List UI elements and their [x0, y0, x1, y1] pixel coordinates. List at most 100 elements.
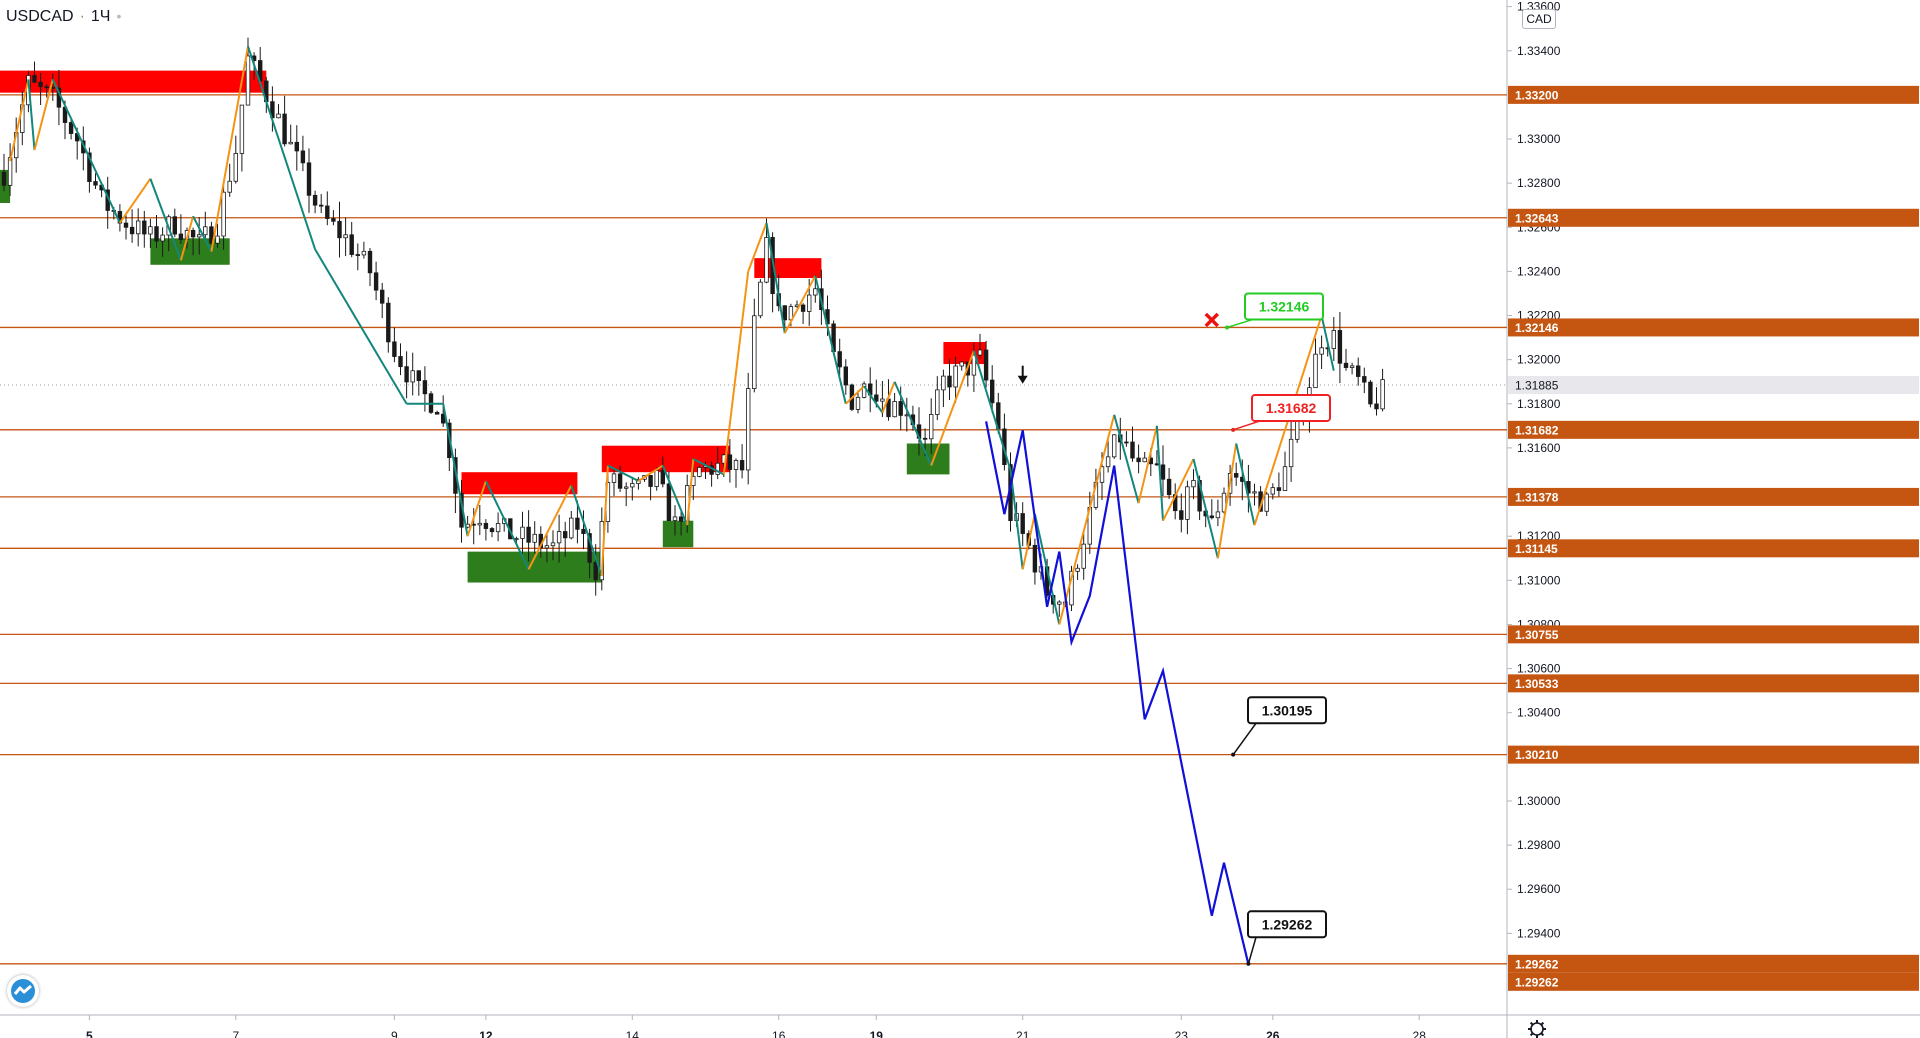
candle-body: [337, 220, 342, 239]
zigzag-segment: [484, 480, 530, 570]
cross-icon: [1204, 312, 1220, 328]
level-label-bg: [1508, 625, 1919, 644]
x-tick-label: 7: [232, 1029, 239, 1038]
candle-body: [1057, 601, 1062, 605]
candle-body: [1349, 365, 1355, 368]
candle-body: [361, 250, 367, 256]
y-tick-label: 1.32400: [1517, 264, 1561, 278]
zigzag-segment: [1192, 458, 1219, 559]
tradingview-logo-icon[interactable]: [7, 975, 39, 1007]
zigzag-segment: [863, 385, 884, 414]
candle-body: [331, 218, 336, 222]
candle-body: [563, 531, 568, 539]
candle-body: [294, 141, 299, 152]
cross-stroke: [1204, 312, 1220, 328]
zigzag-segment: [692, 458, 725, 476]
gear-tooth: [1540, 1021, 1545, 1026]
candle-body: [581, 528, 586, 534]
candle-body: [196, 234, 202, 238]
candle-body: [1105, 456, 1111, 468]
candle-body: [861, 383, 867, 398]
x-tick-label: 16: [772, 1029, 786, 1038]
zigzag-segment: [119, 178, 152, 224]
candle-body: [392, 341, 397, 357]
x-tick-label: 26: [1266, 1029, 1280, 1038]
candle-body: [532, 533, 537, 543]
y-tick-label: 1.30000: [1517, 794, 1561, 808]
level-price-label: 1.33200: [1515, 88, 1559, 102]
level-label-bg: [1508, 972, 1919, 991]
zigzag-segment: [747, 222, 768, 272]
candle-body: [990, 379, 995, 404]
candle-body: [1374, 403, 1379, 410]
level-price-labels: 1.33200 1.32643 1.32146 1.31682 1.31378 1.311…: [1508, 85, 1919, 991]
candle-body: [190, 229, 196, 238]
y-tick-label: 1.33000: [1517, 132, 1561, 146]
currency-badge[interactable]: CAD: [1522, 9, 1556, 29]
x-tick-label: 9: [391, 1029, 398, 1038]
zigzag-segment: [814, 275, 847, 405]
candle-body: [1166, 478, 1172, 496]
candle-body: [959, 361, 964, 367]
candle-body: [282, 113, 287, 145]
candle-body: [1154, 463, 1160, 466]
candle-body: [300, 150, 306, 164]
candle-body: [764, 237, 769, 283]
candle-body: [874, 394, 879, 402]
candle-body: [1380, 379, 1385, 410]
candle-body: [349, 234, 354, 255]
candle-body: [1313, 353, 1318, 389]
callout-pointer: [1232, 420, 1261, 431]
candle-body: [520, 526, 525, 539]
level-price-label: 1.30210: [1515, 748, 1559, 762]
candle-body: [239, 104, 245, 154]
zigzag: [9, 46, 1335, 625]
candle-body: [1337, 330, 1343, 364]
candle-body: [843, 366, 848, 386]
candle-body: [941, 375, 946, 391]
callout-label: 1.30195: [1262, 702, 1313, 718]
callout-box: [1251, 393, 1331, 422]
callout-anchor: [1231, 427, 1236, 432]
y-tick-label: 1.30400: [1517, 706, 1561, 720]
y-tick-label: 1.29800: [1517, 838, 1561, 852]
interval-label[interactable]: 1Ч: [90, 8, 111, 25]
candle-body: [477, 522, 482, 526]
candle-body: [68, 122, 74, 134]
candle-body: [398, 356, 403, 368]
zigzag-segment: [466, 480, 487, 537]
price-callout: 1.31682: [1231, 393, 1331, 432]
zigzag-segment: [1235, 443, 1256, 526]
candle-body: [343, 234, 348, 239]
candle-body: [929, 414, 934, 440]
level-price-label: 1.31145: [1515, 542, 1558, 556]
candle-body: [142, 220, 147, 235]
supply-zone: [0, 70, 267, 93]
y-tick-label: 1.29600: [1517, 882, 1561, 896]
candle-body: [556, 531, 562, 544]
candle-body: [422, 380, 428, 395]
candle-body: [575, 517, 580, 530]
candle-body: [977, 349, 983, 356]
candle-body: [87, 152, 92, 182]
candle-body: [373, 272, 379, 291]
candle-body: [624, 486, 629, 489]
candle-body: [880, 398, 885, 402]
forecast-path: [985, 421, 1250, 965]
callout-anchor: [1246, 961, 1251, 966]
candle-body: [1362, 376, 1367, 383]
price-axis: [1507, 0, 1920, 1038]
zigzag-segment: [192, 215, 213, 253]
zigzag-segment: [972, 350, 1012, 471]
candle-body: [1136, 457, 1141, 463]
symbol-label[interactable]: USDCAD: [6, 8, 74, 25]
callout-anchor: [1231, 752, 1236, 757]
level-price-label: 1.29262: [1515, 957, 1559, 971]
y-axis-ticks: 1.336001.334001.330001.328001.326001.324…: [1507, 0, 1561, 940]
candle-body: [203, 226, 208, 236]
y-tick-label: 1.33400: [1517, 44, 1561, 58]
current-price-label: 1.31885: [1515, 379, 1559, 393]
x-tick-label: 5: [86, 1029, 93, 1038]
candle-body: [922, 437, 928, 440]
